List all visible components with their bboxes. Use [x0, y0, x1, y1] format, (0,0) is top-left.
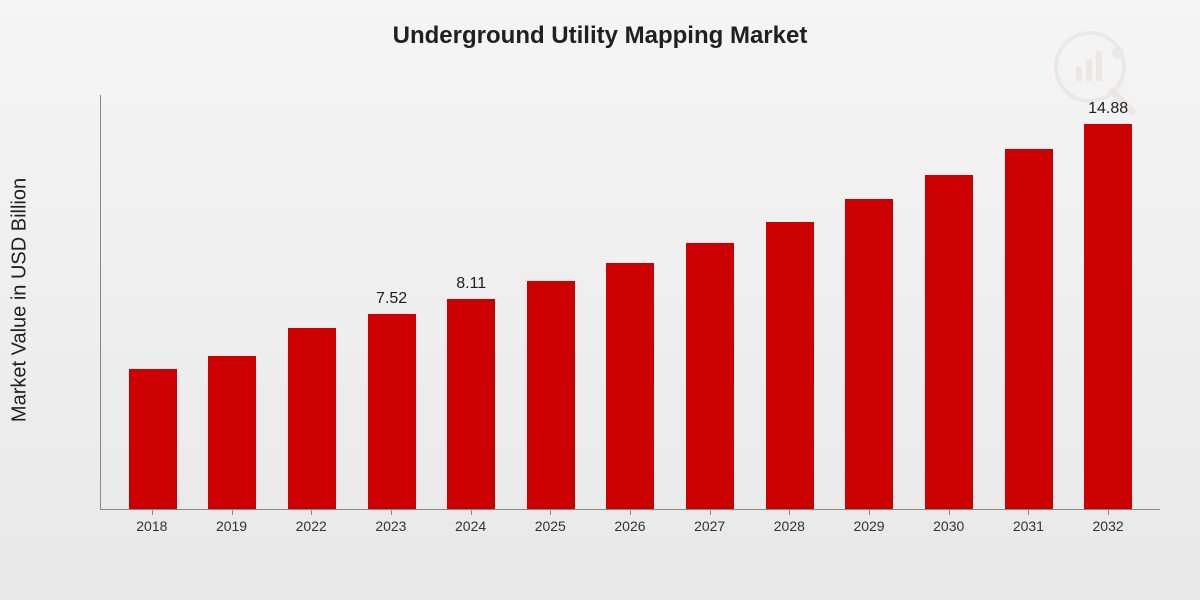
- bar-value-label: 8.11: [456, 275, 486, 293]
- x-axis-tick-label: 2027: [670, 510, 750, 540]
- bar: [447, 299, 495, 509]
- x-axis-tick-label: 2029: [829, 510, 909, 540]
- x-axis-tick: [232, 509, 233, 515]
- bar-group: [909, 95, 989, 509]
- bar: [766, 222, 814, 509]
- x-axis-tick: [471, 509, 472, 515]
- y-axis-label: Market Value in USD Billion: [9, 178, 32, 422]
- bar: [288, 328, 336, 509]
- x-axis-tick-label: 2018: [112, 510, 192, 540]
- bar-group: [193, 95, 273, 509]
- x-axis-tick-label: 2032: [1068, 510, 1148, 540]
- chart-container: 7.528.1114.88 20182019202220232024202520…: [100, 95, 1160, 540]
- x-axis-tick-label: 2023: [351, 510, 431, 540]
- x-axis-tick: [1108, 509, 1109, 515]
- bar: [527, 281, 575, 509]
- x-axis-tick: [710, 509, 711, 515]
- bar: [1084, 124, 1132, 509]
- x-axis-tick-label: 2028: [750, 510, 830, 540]
- bar: [1005, 149, 1053, 509]
- bar-group: [829, 95, 909, 509]
- x-axis-tick-label: 2026: [590, 510, 670, 540]
- bar-group: [591, 95, 671, 509]
- bar-group: [670, 95, 750, 509]
- x-axis-tick: [550, 509, 551, 515]
- x-axis-tick: [789, 509, 790, 515]
- plot-area: 7.52 8.11 14.88: [100, 95, 1160, 510]
- x-axis-tick: [630, 509, 631, 515]
- bar: [208, 356, 256, 509]
- bar: [686, 243, 734, 510]
- x-axis-tick: [152, 509, 153, 515]
- bar-group: [113, 95, 193, 509]
- bar: [845, 199, 893, 510]
- bar-group: 14.88: [1068, 95, 1148, 509]
- bar: [925, 175, 973, 509]
- bar-value-label: 14.88: [1088, 100, 1128, 118]
- x-axis-tick-label: 2022: [271, 510, 351, 540]
- bar: [606, 263, 654, 509]
- x-axis-tick: [1028, 509, 1029, 515]
- bar: [129, 369, 177, 509]
- x-axis-tick-label: 2019: [192, 510, 272, 540]
- bar-group: [272, 95, 352, 509]
- bars-group: 7.52 8.11 14.88: [101, 95, 1160, 509]
- x-axis-tick-label: 2025: [510, 510, 590, 540]
- bar-group: 8.11: [431, 95, 511, 509]
- chart-title: Underground Utility Mapping Market: [0, 0, 1200, 50]
- bar-value-label: 7.52: [376, 290, 407, 308]
- x-axis-tick-label: 2030: [909, 510, 989, 540]
- x-axis-labels: 2018201920222023202420252026202720282029…: [100, 510, 1160, 540]
- bar-group: 7.52: [352, 95, 432, 509]
- bar-group: [989, 95, 1069, 509]
- bar-group: [511, 95, 591, 509]
- bar-group: [750, 95, 830, 509]
- x-axis-tick: [391, 509, 392, 515]
- x-axis-tick: [311, 509, 312, 515]
- x-axis-tick: [869, 509, 870, 515]
- x-axis-tick: [949, 509, 950, 515]
- x-axis-tick-label: 2024: [431, 510, 511, 540]
- x-axis-tick-label: 2031: [989, 510, 1069, 540]
- bar: [368, 314, 416, 509]
